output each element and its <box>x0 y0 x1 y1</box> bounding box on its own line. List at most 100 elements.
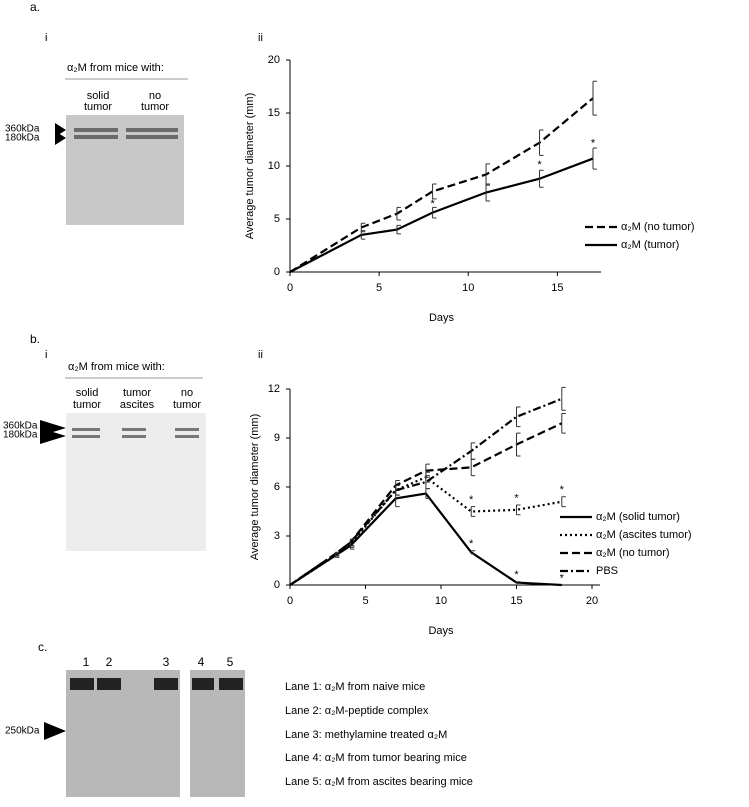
panel-label: b. <box>30 332 40 346</box>
legend-label: α₂M (no tumor) <box>621 221 695 233</box>
lane-description: Lane 2: α₂M-peptide complex <box>285 705 429 717</box>
error-bar <box>432 183 437 200</box>
error-bar <box>360 222 366 233</box>
series-line <box>289 492 562 587</box>
lane-label: tumor <box>141 101 169 113</box>
error-bar <box>485 163 491 186</box>
x-tick-label: 0 <box>287 282 293 294</box>
series-line <box>289 157 594 273</box>
panel-label: c. <box>38 640 47 654</box>
y-axis-label: Average tumor diameter (mm) <box>244 93 256 240</box>
error-bar <box>470 506 476 517</box>
legend-label: α₂M (tumor) <box>621 239 679 251</box>
lane-description: Lane 1: α₂M from naive mice <box>285 681 425 693</box>
gel-c <box>190 670 245 797</box>
band <box>126 128 178 132</box>
marker-label: 250kDa <box>5 726 40 737</box>
band <box>122 435 146 438</box>
band <box>74 128 118 132</box>
marker-label: 360kDa <box>3 421 38 432</box>
error-bar <box>470 442 476 460</box>
error-bar <box>539 169 544 188</box>
gel-header: α₂M from mice with: <box>67 62 164 74</box>
error-bar <box>425 463 430 478</box>
arrow <box>44 722 66 740</box>
legend-label: PBS <box>596 565 618 577</box>
y-tick-label: 5 <box>274 213 280 225</box>
marker-label: 360kDa <box>5 124 40 135</box>
lane-label: solid <box>87 90 110 102</box>
y-tick-label: 9 <box>274 432 280 444</box>
lane-number: 2 <box>106 655 113 669</box>
significance-mark: * <box>514 569 519 581</box>
band <box>126 135 178 139</box>
band <box>72 428 100 431</box>
marker-label: 180kDa <box>3 430 38 441</box>
lane-description: Lane 5: α₂M from ascites bearing mice <box>285 776 473 788</box>
lane-number: 4 <box>198 655 205 669</box>
band <box>97 678 121 690</box>
lane-number: 1 <box>83 655 90 669</box>
band <box>192 678 214 690</box>
lane-label: ascites <box>120 399 155 411</box>
series-line <box>289 397 563 586</box>
x-tick-label: 5 <box>362 595 368 607</box>
lane-label: tumor <box>84 101 112 113</box>
error-bar <box>561 413 566 434</box>
x-axis-label: Days <box>428 625 454 637</box>
arrow <box>55 131 66 145</box>
y-tick-label: 15 <box>268 107 280 119</box>
lane-label: no <box>149 90 161 102</box>
significance-mark: * <box>591 138 596 150</box>
x-tick-label: 20 <box>586 595 598 607</box>
x-tick-label: 5 <box>376 282 382 294</box>
significance-mark: * <box>469 538 474 550</box>
y-tick-label: 3 <box>274 530 280 542</box>
lane-description: Lane 4: α₂M from tumor bearing mice <box>285 752 467 764</box>
marker-label: 180kDa <box>5 133 40 144</box>
band <box>175 435 199 438</box>
gel-c <box>66 670 180 797</box>
error-bar <box>592 80 597 116</box>
panel-label: i <box>45 32 47 44</box>
x-tick-label: 15 <box>510 595 522 607</box>
series-line <box>289 475 562 586</box>
error-bar <box>432 206 437 219</box>
band <box>70 678 94 690</box>
lane-label: solid <box>76 387 99 399</box>
error-bar <box>561 386 566 411</box>
x-tick-label: 15 <box>551 282 563 294</box>
lane-label: no <box>181 387 193 399</box>
y-tick-label: 0 <box>274 579 280 591</box>
panel-label: a. <box>30 0 40 14</box>
error-bar <box>470 458 476 477</box>
significance-mark: * <box>514 492 519 504</box>
panel-label: ii <box>258 349 263 361</box>
error-bar <box>561 496 566 508</box>
panel-label: i <box>45 349 47 361</box>
lane-description: Lane 3: methylamine treated α₂M <box>285 729 447 741</box>
significance-mark: * <box>560 484 565 496</box>
lane-number: 3 <box>163 655 170 669</box>
error-bar <box>539 129 544 156</box>
significance-mark: * <box>537 159 542 171</box>
error-bar <box>516 504 521 516</box>
error-bar <box>396 224 401 235</box>
y-tick-label: 10 <box>268 160 280 172</box>
legend-label: α₂M (no tumor) <box>596 547 670 559</box>
lane-number: 5 <box>227 655 234 669</box>
band <box>122 428 146 431</box>
significance-mark: * <box>560 572 565 584</box>
legend-label: α₂M (ascites tumor) <box>596 529 692 541</box>
series-line <box>289 97 594 273</box>
gel-a <box>66 115 184 225</box>
y-tick-label: 6 <box>274 481 280 493</box>
error-bar <box>516 406 521 428</box>
error-bar <box>334 551 340 557</box>
error-bar <box>485 183 491 202</box>
error-bar <box>425 475 430 490</box>
y-tick-label: 0 <box>274 266 280 278</box>
arrow <box>40 428 66 444</box>
x-axis-label: Days <box>429 312 455 324</box>
